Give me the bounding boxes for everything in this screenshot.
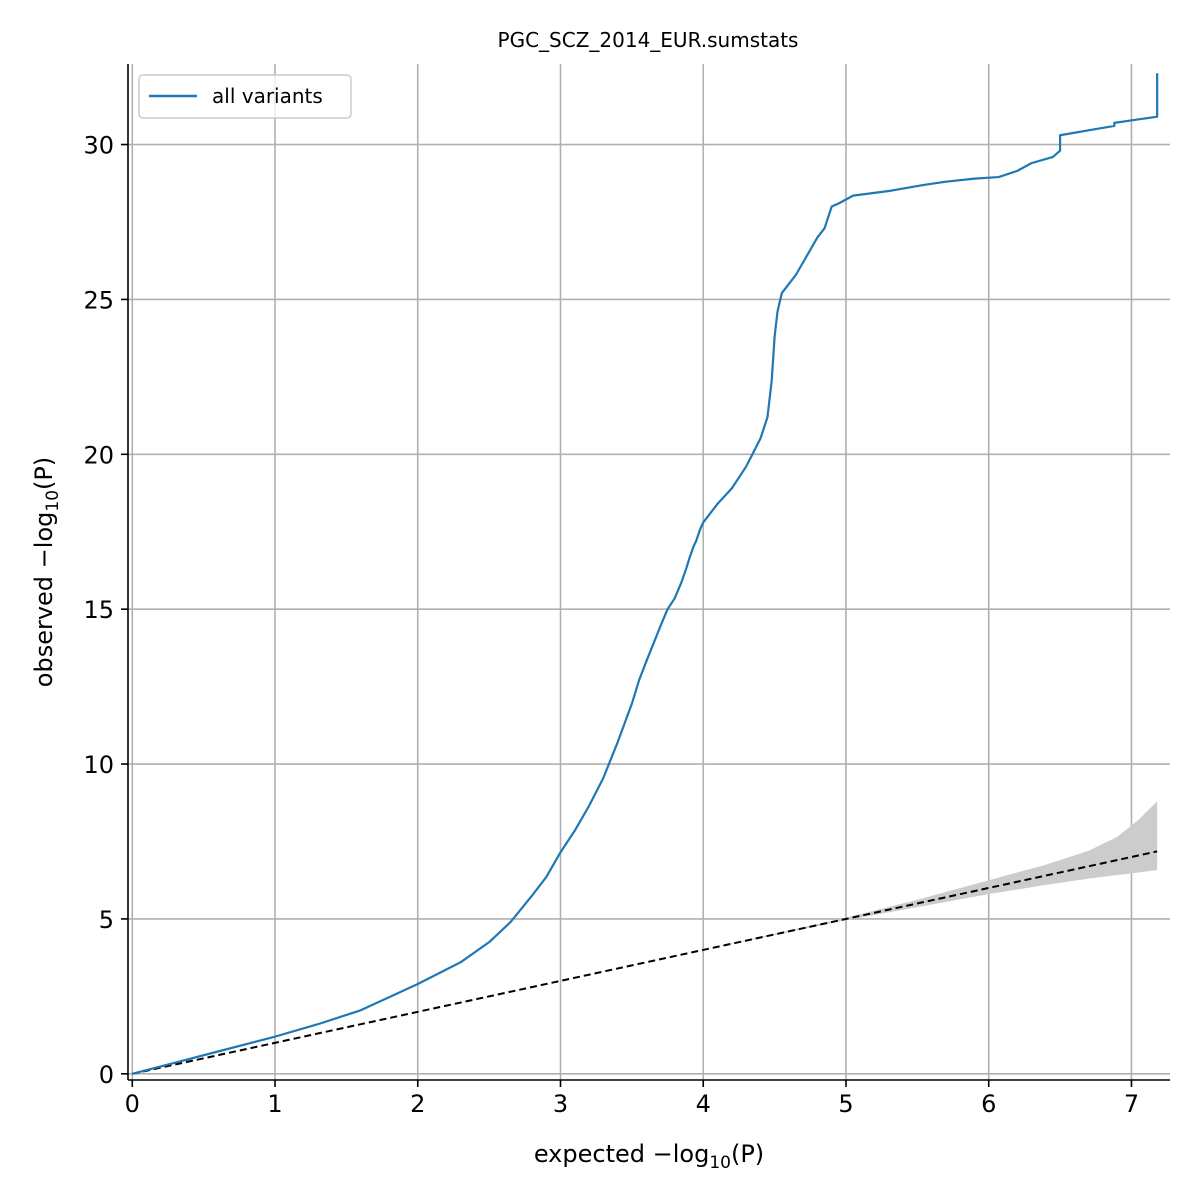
x-tick-label: 2	[410, 1090, 425, 1118]
y-axis-label-suffix: (P)	[30, 457, 58, 490]
y-axis-label: observed −log10(P)	[30, 457, 63, 687]
legend-frame	[138, 74, 352, 119]
y-tick-label: 20	[83, 441, 114, 469]
legend: all variants	[138, 74, 352, 119]
y-tick-label: 25	[83, 286, 114, 314]
y-tick-label: 5	[99, 906, 114, 934]
y-tick-label: 0	[99, 1061, 114, 1089]
x-tick-label: 3	[553, 1090, 568, 1118]
x-axis-label-sub: 10	[709, 1153, 731, 1173]
series-line-all-variants	[132, 73, 1159, 1075]
expected-reference-line	[132, 850, 1158, 1075]
x-tick-label: 0	[125, 1090, 140, 1118]
y-tick-label: 15	[83, 596, 114, 624]
y-ticks: 0 5 10 15 20 25 30	[83, 132, 128, 1089]
x-axis-label-prefix: expected −log	[534, 1140, 709, 1168]
y-axis-label-prefix: observed −log	[30, 512, 58, 688]
y-axis-label-sub: 10	[43, 490, 63, 512]
y-tick-label: 30	[83, 132, 114, 160]
axes	[127, 64, 1170, 1081]
x-tick-label: 4	[696, 1090, 711, 1118]
x-tick-label: 6	[981, 1090, 996, 1118]
x-tick-label: 5	[838, 1090, 853, 1118]
x-axis-label-suffix: (P)	[731, 1140, 764, 1168]
x-tick-label: 7	[1124, 1090, 1139, 1118]
grid-lines	[128, 64, 1170, 1080]
y-tick-label: 10	[83, 751, 114, 779]
legend-label: all variants	[212, 84, 323, 108]
chart-title: PGC_SCZ_2014_EUR.sumstats	[498, 28, 799, 52]
x-ticks: 0 1 2 3 4 5 6 7	[125, 1080, 1139, 1118]
x-tick-label: 1	[267, 1090, 282, 1118]
series-lines	[132, 73, 1159, 1075]
reference-line	[132, 850, 1158, 1075]
x-axis-label: expected −log10(P)	[534, 1140, 764, 1173]
